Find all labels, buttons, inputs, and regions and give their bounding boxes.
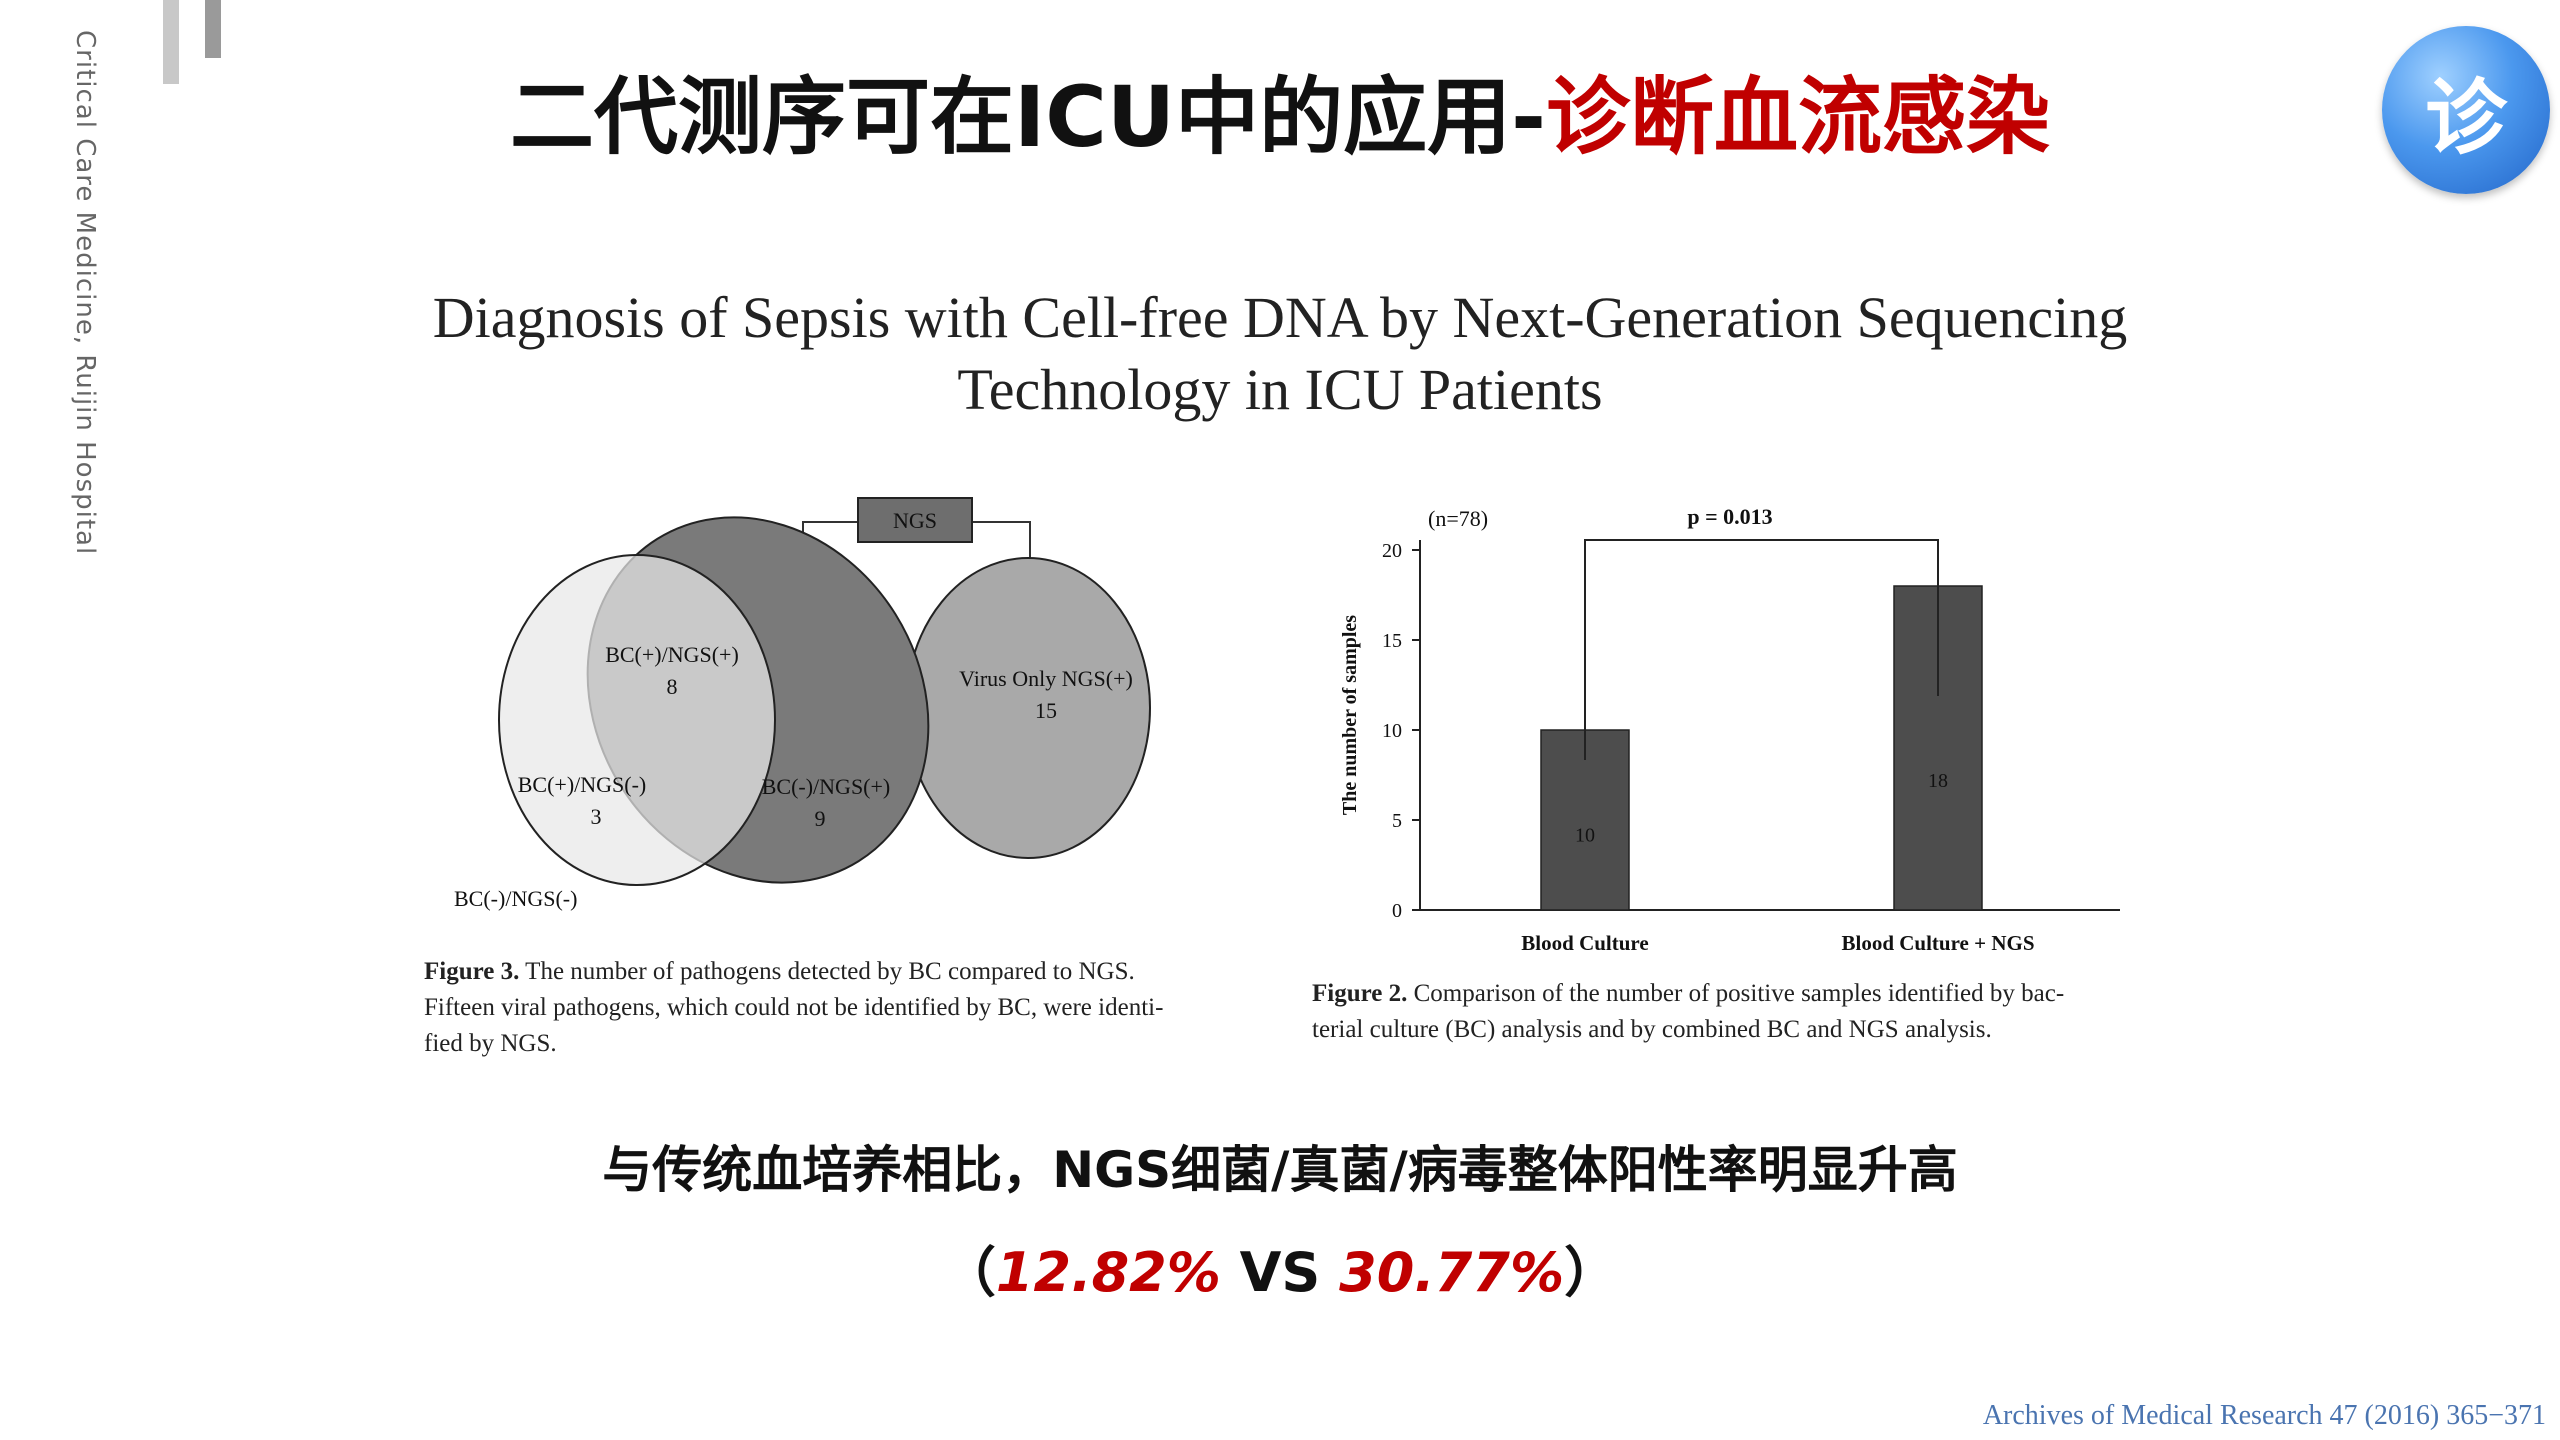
chart-y-tick-label: 15 (1382, 630, 1402, 652)
venn-region-label: BC(+)/NGS(+) (605, 642, 739, 667)
venn-region-count: 3 (591, 804, 602, 829)
chart-y-tick-label: 0 (1392, 900, 1402, 922)
venn-connector-right (972, 521, 1031, 560)
side-label: Critical Care Medicine, Ruijin Hospital (70, 30, 100, 556)
ngs-box (857, 497, 973, 543)
stats-pct-bc: 12.82% (995, 1241, 1221, 1304)
figure2-caption-prefix: Figure 2. (1312, 980, 1408, 1007)
summary-text: 与传统血培养相比，NGS细菌/真菌/病毒整体阳性率明显升高 (602, 1141, 1958, 1199)
slide-title: 二代测序可在ICU中的应用-诊断血流感染 (0, 50, 2560, 171)
badge-char: 诊 (2424, 70, 2507, 166)
stats-vs: VS (1220, 1241, 1340, 1304)
venn-bc-circle (498, 554, 776, 886)
venn-outside-label: BC(-)/NGS(-) (454, 886, 577, 911)
slide-title-main: 二代测序可在ICU中的应用- (510, 68, 1546, 166)
figure2-caption-line: Comparison of the number of positive sam… (1407, 980, 2065, 1007)
venn-diagram: NGS BC(+)/NGS(+) 8 BC(+)/NGS(-) 3 BC(-)/… (454, 497, 1151, 911)
chart-y-tick-label: 5 (1392, 810, 1402, 832)
chart-y-axis-label: The number of samples (1339, 615, 1361, 815)
chart-significance-bracket (1584, 539, 1939, 760)
diagnosis-badge-icon: 诊 (2382, 26, 2550, 194)
chart-n-label-text: (n=78) (1428, 506, 1488, 531)
figure2-caption: Figure 2. Comparison of the number of po… (1312, 976, 2172, 1048)
stats-pct-ngs: 30.77% (1339, 1241, 1565, 1304)
stats-open-paren: （ (941, 1241, 996, 1304)
accent-bar-right (205, 0, 221, 58)
venn-region-count: 8 (667, 674, 678, 699)
paper-title-line1: Diagnosis of Sepsis with Cell-free DNA b… (432, 285, 2128, 350)
figure3-caption-line: Fifteen viral pathogens, which could not… (424, 994, 1164, 1021)
accent-bar-left (163, 0, 179, 84)
figure3-caption-prefix: Figure 3. (424, 958, 520, 985)
stats-line: （12.82% VS 30.77%） (0, 1228, 2560, 1307)
chart-category-label: Blood Culture + NGS (1841, 931, 2034, 955)
venn-region-label: Virus Only NGS(+) (959, 666, 1133, 691)
chart-p-label: p = 0.013 (1687, 504, 1772, 529)
chart-bar-value-label: 10 (1575, 825, 1595, 847)
stats-close-paren: ） (1564, 1241, 1619, 1304)
chart-y-tick-label: 10 (1382, 720, 1402, 742)
figure3-caption-line: fied by NGS. (424, 1030, 557, 1057)
figure3-caption-line: The number of pathogens detected by BC c… (519, 958, 1135, 985)
citation: Archives of Medical Research 47 (2016) 3… (1982, 1400, 2546, 1431)
chart-y-tick-label: 20 (1382, 540, 1402, 562)
bar-chart: (n=78) p = 0.013 The number of samples 0… (1339, 504, 2120, 955)
chart-n-label: (n=78) (1428, 506, 1488, 531)
chart-bar-value-label: 18 (1928, 770, 1948, 792)
ngs-box-label: NGS (893, 508, 937, 533)
chart-category-label: Blood Culture (1521, 931, 1648, 955)
venn-region-count: 9 (815, 806, 826, 831)
figure2-caption-line: terial culture (BC) analysis and by comb… (1312, 1016, 1992, 1043)
slide-title-highlight: 诊断血流感染 (1545, 68, 2050, 166)
venn-region-label: BC(+)/NGS(-) (518, 772, 647, 797)
paper-title: Diagnosis of Sepsis with Cell-free DNA b… (0, 282, 2560, 426)
venn-region-label: BC(-)/NGS(+) (762, 774, 891, 799)
chart-layer: 0 5 10 15 20 10 Blood Culture 18 Blood Culture +… (1382, 539, 2120, 955)
paper-title-line2: Technology in ICU Patients (957, 357, 1603, 422)
venn-region-count: 15 (1035, 698, 1057, 723)
figure3-caption: Figure 3. The number of pathogens detect… (424, 954, 1224, 1062)
venn-virus-circle (905, 557, 1151, 859)
